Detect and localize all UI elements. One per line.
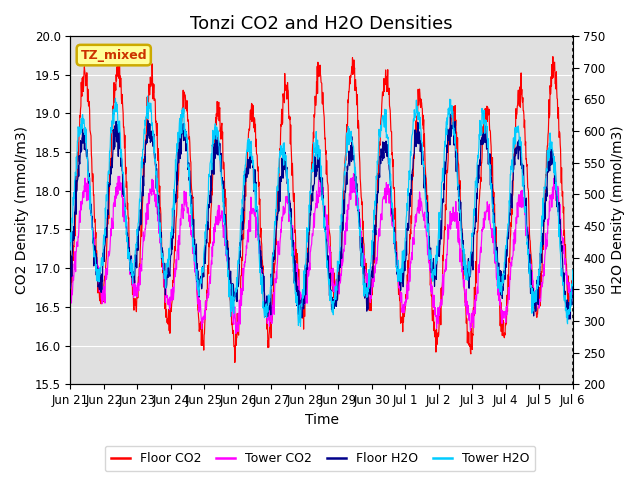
Legend: Floor CO2, Tower CO2, Floor H2O, Tower H2O: Floor CO2, Tower CO2, Floor H2O, Tower H… (105, 446, 535, 471)
Text: TZ_mixed: TZ_mixed (81, 48, 147, 61)
Y-axis label: CO2 Density (mmol/m3): CO2 Density (mmol/m3) (15, 126, 29, 294)
Y-axis label: H2O Density (mmol/m3): H2O Density (mmol/m3) (611, 126, 625, 294)
Title: Tonzi CO2 and H2O Densities: Tonzi CO2 and H2O Densities (190, 15, 453, 33)
X-axis label: Time: Time (305, 413, 339, 427)
